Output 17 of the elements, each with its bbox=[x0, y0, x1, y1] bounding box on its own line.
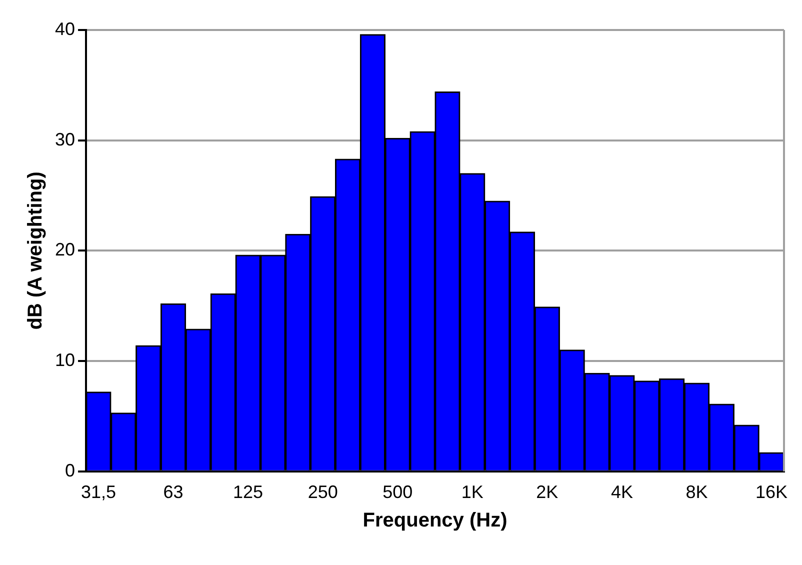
x-tick-label: 2K bbox=[536, 482, 558, 502]
x-tick-label: 1K bbox=[461, 482, 484, 502]
x-tick-label: 500 bbox=[382, 482, 413, 502]
y-axis-title: dB (A weighting) bbox=[24, 172, 47, 330]
x-tick-label: 250 bbox=[308, 482, 338, 502]
x-tick-label: 63 bbox=[163, 482, 184, 502]
y-tick-label: 20 bbox=[54, 240, 76, 260]
y-tick-label: 40 bbox=[54, 18, 76, 39]
x-axis-title: Frequency (Hz) bbox=[362, 510, 508, 532]
x-tick-label: 16K bbox=[756, 482, 788, 502]
x-tick-label: 4K bbox=[610, 482, 633, 502]
x-tick-label: 8K bbox=[686, 482, 708, 502]
y-tick-label: 0 bbox=[65, 460, 76, 480]
y-tick-label: 10 bbox=[54, 350, 76, 370]
x-tick-label: 31,5 bbox=[80, 482, 116, 502]
x-tick-label: 125 bbox=[233, 482, 264, 502]
y-tick-label: 30 bbox=[54, 129, 76, 150]
